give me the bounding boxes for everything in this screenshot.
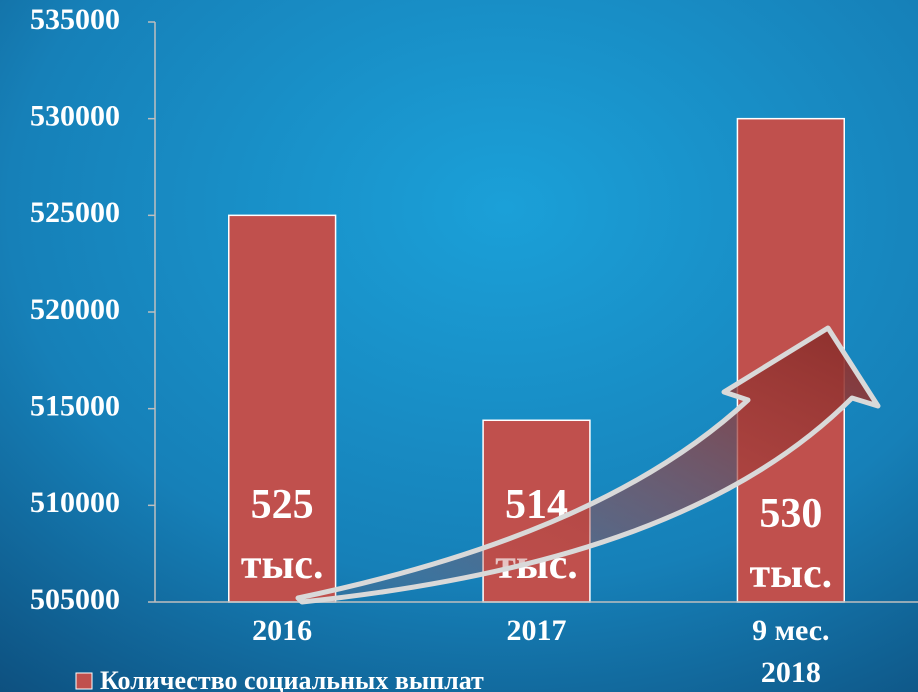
y-tick-label: 535000 xyxy=(30,3,120,36)
y-tick-label: 530000 xyxy=(30,100,120,133)
y-tick-label: 510000 xyxy=(30,486,120,519)
x-tick-label: 2017 xyxy=(507,614,567,647)
y-tick-label: 505000 xyxy=(30,583,120,616)
y-tick-label: 525000 xyxy=(30,196,120,229)
legend-label: Количество социальных выплат xyxy=(100,666,484,692)
value-label: 530 тыс. xyxy=(750,491,833,597)
x-tick-label: 2016 xyxy=(252,614,312,647)
x-tick-label: 9 мес. 2018 xyxy=(752,614,829,689)
value-label: 525 тыс. xyxy=(241,482,324,588)
trend-arrow xyxy=(295,325,881,605)
y-tick-label: 515000 xyxy=(30,390,120,423)
bar xyxy=(228,214,337,603)
y-tick-label: 520000 xyxy=(30,293,120,326)
legend-swatch xyxy=(75,672,93,690)
